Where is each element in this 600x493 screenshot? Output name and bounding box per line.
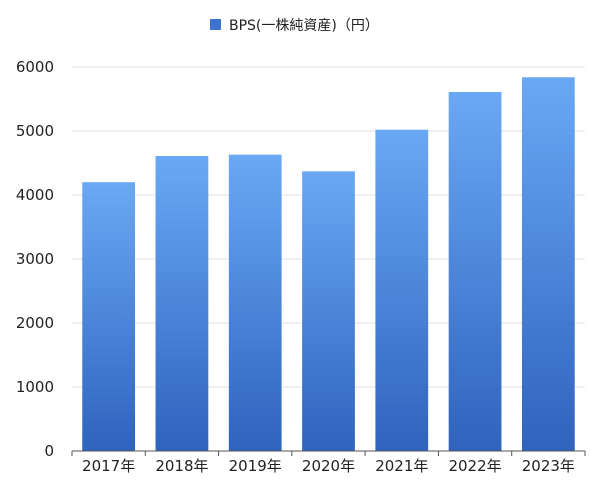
x-tick-label: 2021年 — [375, 457, 428, 475]
legend-label: BPS(一株純資産)（円） — [229, 18, 379, 34]
bar — [448, 91, 502, 452]
bar — [82, 182, 136, 451]
bar — [155, 155, 209, 451]
bar — [302, 171, 355, 451]
x-axis: 2017年 2018年 2019年 2020年 2021年 2022年 2023年 — [71, 450, 586, 475]
y-tick-label: 1000 — [16, 378, 54, 396]
x-tick-label: 2017年 — [82, 457, 135, 475]
bar — [521, 77, 575, 452]
y-tick-label: 6000 — [16, 58, 54, 76]
y-tick-label: 3000 — [16, 250, 54, 268]
legend: BPS(一株純資産)（円） — [210, 18, 379, 34]
x-tick-label: 2019年 — [229, 457, 282, 475]
y-tick-label: 2000 — [16, 314, 54, 332]
y-tick-label: 0 — [44, 442, 54, 460]
x-tick-label: 2022年 — [448, 457, 501, 475]
bar — [228, 154, 282, 451]
legend-swatch — [210, 19, 221, 30]
y-axis: 0 1000 2000 3000 4000 5000 6000 — [16, 58, 54, 460]
y-tick-label: 4000 — [16, 186, 54, 204]
x-tick-label: 2018年 — [155, 457, 208, 475]
x-tick-label: 2023年 — [522, 457, 575, 475]
bar — [375, 129, 429, 451]
x-tick-label: 2020年 — [302, 457, 355, 475]
y-tick-label: 5000 — [16, 122, 54, 140]
bar-series — [82, 77, 575, 452]
